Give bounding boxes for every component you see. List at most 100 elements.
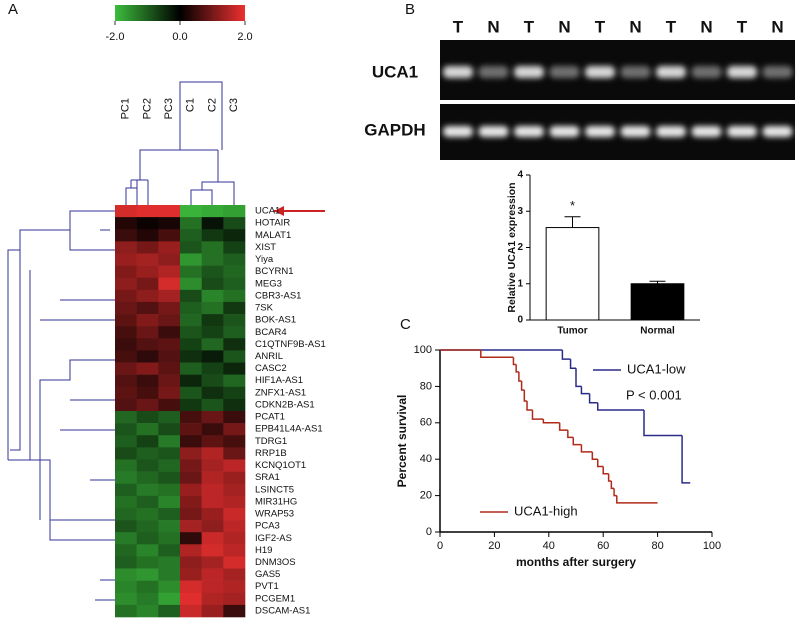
heat-cell bbox=[201, 435, 224, 448]
heat-cell bbox=[201, 507, 224, 521]
lane-label: N bbox=[487, 17, 499, 36]
band bbox=[727, 66, 757, 78]
heat-cell bbox=[223, 253, 246, 266]
heat-cell bbox=[180, 350, 202, 363]
heat-cell bbox=[115, 471, 137, 485]
row-label: 7SK bbox=[255, 303, 274, 314]
heat-cell bbox=[158, 544, 181, 557]
heat-cell bbox=[158, 580, 181, 594]
survival-step bbox=[602, 466, 609, 475]
heat-cell bbox=[201, 544, 224, 557]
y-axis-title: Relative UCA1 expression bbox=[506, 182, 518, 312]
heat-cell bbox=[223, 350, 246, 363]
heat-cell bbox=[158, 423, 181, 436]
heat-cell bbox=[223, 447, 246, 460]
y-tick-label: 40 bbox=[420, 453, 432, 465]
heat-cell bbox=[223, 289, 246, 303]
survival-step bbox=[610, 481, 615, 490]
heat-cell bbox=[201, 301, 224, 315]
row-label: WRAP53 bbox=[255, 509, 294, 520]
survival-step bbox=[575, 368, 582, 388]
heat-cell bbox=[136, 435, 159, 448]
heat-cell bbox=[158, 532, 181, 545]
heat-cell bbox=[223, 507, 246, 521]
row-label: DNM3OS bbox=[255, 557, 296, 568]
column-label: PC1 bbox=[120, 98, 132, 119]
heat-cell bbox=[136, 398, 159, 412]
heat-cell bbox=[158, 386, 181, 400]
heat-cell bbox=[180, 338, 202, 351]
heat-cell bbox=[201, 350, 224, 363]
heat-cell bbox=[223, 568, 246, 581]
heat-cell bbox=[136, 483, 159, 497]
heat-cell bbox=[115, 386, 137, 400]
heat-cell bbox=[158, 604, 181, 618]
heat-cell bbox=[136, 507, 159, 521]
heat-cell bbox=[158, 435, 181, 448]
x-tick-label: 20 bbox=[488, 540, 500, 552]
band bbox=[727, 126, 757, 137]
heat-cell bbox=[223, 423, 246, 436]
heat-cell bbox=[201, 289, 224, 303]
significance: * bbox=[570, 198, 575, 213]
heat-cell bbox=[180, 326, 202, 339]
band bbox=[691, 66, 722, 78]
heat-cell bbox=[180, 423, 202, 436]
heat-cell bbox=[158, 217, 181, 230]
heat-cell bbox=[223, 411, 246, 424]
lane-label: T bbox=[595, 17, 606, 36]
heat-cell bbox=[201, 483, 224, 497]
heat-cell bbox=[115, 205, 137, 218]
bar bbox=[630, 283, 685, 321]
heat-cell bbox=[180, 495, 202, 509]
heat-cell bbox=[201, 277, 224, 291]
survival-step bbox=[531, 410, 544, 420]
column-label: C2 bbox=[206, 98, 218, 112]
row-label: GAPDH bbox=[364, 120, 425, 139]
row-label: CBR3-AS1 bbox=[255, 290, 301, 301]
row-label: ZNFX1-AS1 bbox=[255, 387, 306, 398]
survival-step bbox=[520, 380, 525, 391]
heat-cell bbox=[115, 544, 137, 557]
column-dendrogram bbox=[125, 81, 235, 205]
column-label: C1 bbox=[185, 98, 197, 112]
heat-cell bbox=[136, 592, 159, 606]
heat-cell bbox=[223, 483, 246, 497]
x-axis-title: months after surgery bbox=[516, 555, 636, 569]
heat-cell bbox=[136, 265, 159, 279]
band bbox=[549, 66, 580, 78]
heat-cell bbox=[136, 229, 159, 242]
p-value: P < 0.001 bbox=[626, 387, 682, 402]
row-label: CASC2 bbox=[255, 363, 287, 374]
band bbox=[656, 126, 686, 137]
heat-cell bbox=[223, 362, 246, 375]
heat-cell bbox=[158, 241, 181, 254]
colorbar bbox=[115, 5, 245, 21]
row-label: HOTAIR bbox=[255, 218, 290, 229]
heat-cell bbox=[158, 507, 181, 521]
heat-cell bbox=[223, 301, 246, 315]
band bbox=[762, 66, 793, 78]
row-label: IGF2-AS bbox=[255, 533, 292, 544]
y-axis-title: Percent survival bbox=[395, 395, 409, 488]
heat-cell bbox=[158, 229, 181, 242]
heat-cell bbox=[158, 556, 181, 569]
heat-cell bbox=[115, 241, 137, 254]
x-tick-label: 60 bbox=[597, 540, 609, 552]
row-label: XIST bbox=[255, 242, 276, 253]
row-label: PCAT1 bbox=[255, 412, 285, 423]
heat-cell bbox=[180, 604, 202, 618]
row-label: EPB41L4A-AS1 bbox=[255, 424, 323, 435]
heat-cell bbox=[201, 205, 224, 218]
heat-cell bbox=[223, 532, 246, 545]
heat-cell bbox=[180, 580, 202, 594]
band bbox=[762, 126, 793, 137]
heat-cell bbox=[136, 217, 159, 230]
heat-cell bbox=[223, 374, 246, 388]
lane-label: N bbox=[629, 17, 641, 36]
heat-cell bbox=[115, 423, 137, 436]
heat-cell bbox=[180, 471, 202, 485]
heat-cell bbox=[115, 435, 137, 448]
heat-cell bbox=[115, 314, 137, 327]
